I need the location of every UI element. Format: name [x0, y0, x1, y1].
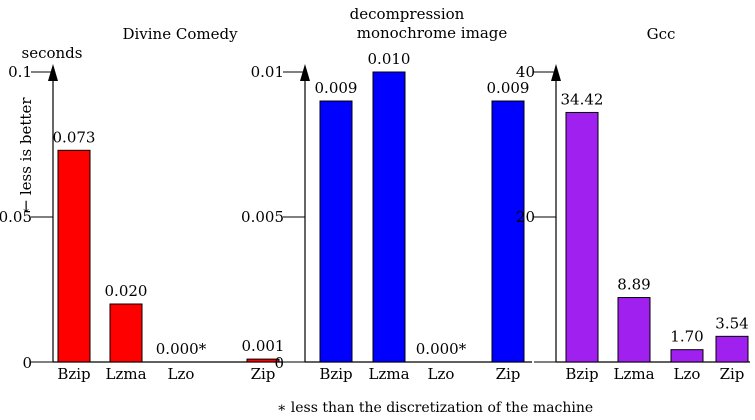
y-tick-label: 40 — [516, 63, 535, 81]
panel-title: Divine Comedy — [122, 25, 238, 43]
bar-value-label: 0.009 — [487, 79, 530, 97]
panel-title: Gcc — [647, 25, 676, 43]
y-tick-label: 0.1 — [8, 63, 32, 81]
y-tick-label: 0.05 — [0, 208, 32, 226]
bar-value-label: 0.073 — [53, 128, 96, 146]
bar — [372, 71, 406, 363]
category-label: Bzip — [57, 365, 90, 383]
chart-panel-3: Gcc 20 40 34.42 Bzip 8.89 Lzma 1.70 Lzo 3.54 Zip — [516, 25, 750, 383]
category-label: Zip — [720, 365, 745, 383]
bar — [491, 100, 525, 363]
bar-value-label: 0.010 — [368, 50, 411, 68]
category-label: Bzip — [319, 365, 352, 383]
y-tick-label: 0 — [22, 354, 32, 372]
less-is-better-note: ← less is better — [17, 97, 35, 213]
bar — [565, 111, 599, 363]
category-label: Lzo — [674, 365, 701, 383]
bar — [246, 358, 280, 363]
footnote: ∗ less than the discretization of the ma… — [277, 400, 593, 416]
category-label: Lzo — [428, 365, 455, 383]
category-label: Zip — [496, 365, 521, 383]
bar-value-label: 1.70 — [670, 328, 703, 346]
bar — [319, 100, 353, 363]
category-label: Lzo — [168, 365, 195, 383]
bar — [670, 349, 704, 363]
bar — [109, 303, 143, 363]
bar-value-label: 0.000* — [416, 340, 467, 358]
category-label: Bzip — [565, 365, 598, 383]
y-tick-label: 20 — [516, 208, 535, 226]
category-label: Lzma — [613, 365, 654, 383]
bar — [715, 335, 749, 363]
y-tick-label: 0.005 — [241, 208, 284, 226]
y-tick-label: 0 — [274, 354, 284, 372]
bar-value-label: 34.42 — [561, 90, 604, 108]
bar-value-label: 0.000* — [156, 340, 207, 358]
bar — [57, 149, 91, 363]
header-line-1: decompression — [350, 5, 465, 23]
category-label: Zip — [251, 365, 276, 383]
bar-value-label: 0.009 — [315, 79, 358, 97]
category-label: Lzma — [105, 365, 146, 383]
bar-value-label: 3.54 — [715, 314, 748, 332]
header-line-2: monochrome image — [357, 24, 508, 42]
chart-panel-2: 0 0.005 0.01 0.009 Bzip 0.010 Lzma 0.000* Lzo 0.0… — [241, 50, 532, 383]
bar-value-label: 0.001 — [242, 337, 285, 355]
category-label: Lzma — [368, 365, 409, 383]
bar-value-label: 0.020 — [105, 282, 148, 300]
chart-panel-1: Divine Comedy 0 0.05 0.1 0.073 Bzip 0.020 Lzma 0… — [0, 25, 284, 383]
y-unit-label: seconds — [22, 44, 83, 62]
bar — [617, 297, 651, 363]
y-tick-label: 0.01 — [251, 63, 284, 81]
bar-value-label: 8.89 — [617, 276, 650, 294]
